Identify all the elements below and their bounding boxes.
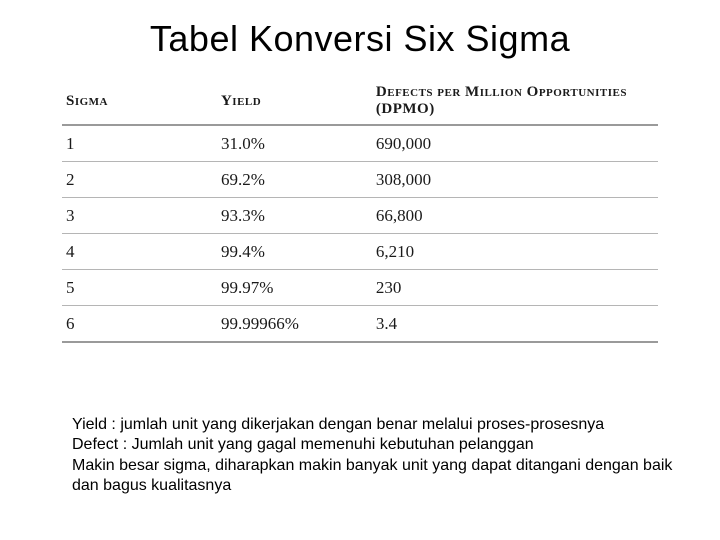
conversion-table-container: Sigma Yield Defects per Million Opportun… <box>0 78 720 343</box>
table-row: 3 93.3% 66,800 <box>62 198 658 234</box>
cell-yield: 99.4% <box>217 234 372 270</box>
table-row: 1 31.0% 690,000 <box>62 125 658 162</box>
cell-yield: 99.99966% <box>217 306 372 343</box>
table-header-row: Sigma Yield Defects per Million Opportun… <box>62 78 658 125</box>
table-row: 6 99.99966% 3.4 <box>62 306 658 343</box>
note-defect: Defect : Jumlah unit yang gagal memenuhi… <box>72 435 680 455</box>
table-row: 2 69.2% 308,000 <box>62 162 658 198</box>
cell-yield: 31.0% <box>217 125 372 162</box>
cell-sigma: 6 <box>62 306 217 343</box>
header-yield: Yield <box>217 78 372 125</box>
cell-dpmo: 66,800 <box>372 198 658 234</box>
cell-sigma: 2 <box>62 162 217 198</box>
header-sigma: Sigma <box>62 78 217 125</box>
cell-dpmo: 308,000 <box>372 162 658 198</box>
table-row: 5 99.97% 230 <box>62 270 658 306</box>
cell-yield: 99.97% <box>217 270 372 306</box>
cell-yield: 93.3% <box>217 198 372 234</box>
header-dpmo: Defects per Million Opportunities (DPMO) <box>372 78 658 125</box>
table-row: 4 99.4% 6,210 <box>62 234 658 270</box>
cell-dpmo: 6,210 <box>372 234 658 270</box>
note-sigma: Makin besar sigma, diharapkan makin bany… <box>72 456 680 497</box>
conversion-table: Sigma Yield Defects per Million Opportun… <box>62 78 658 343</box>
notes-block: Yield : jumlah unit yang dikerjakan deng… <box>72 415 680 497</box>
cell-sigma: 4 <box>62 234 217 270</box>
cell-yield: 69.2% <box>217 162 372 198</box>
page-title: Tabel Konversi Six Sigma <box>0 0 720 78</box>
cell-sigma: 1 <box>62 125 217 162</box>
cell-sigma: 5 <box>62 270 217 306</box>
cell-sigma: 3 <box>62 198 217 234</box>
cell-dpmo: 690,000 <box>372 125 658 162</box>
cell-dpmo: 3.4 <box>372 306 658 343</box>
cell-dpmo: 230 <box>372 270 658 306</box>
note-yield: Yield : jumlah unit yang dikerjakan deng… <box>72 415 680 435</box>
